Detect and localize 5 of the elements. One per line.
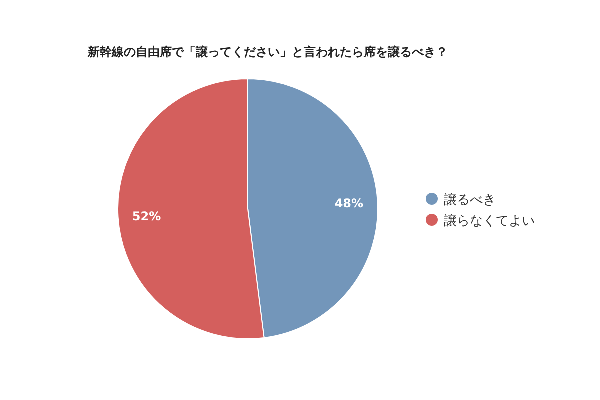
- legend-label: 譲らなくてよい: [444, 214, 535, 229]
- legend-label: 譲るべき: [444, 193, 496, 208]
- chart-title: 新幹線の自由席で「譲ってください」と言われたら席を譲るべき？: [87, 45, 448, 59]
- data-label: 48%: [334, 196, 364, 211]
- data-label: 52%: [132, 209, 162, 224]
